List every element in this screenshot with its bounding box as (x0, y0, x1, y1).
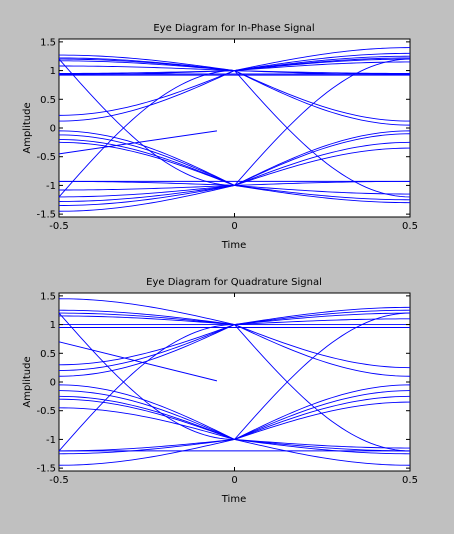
y-tick-label: -0.5 (36, 152, 56, 163)
eye-trace-right (234, 70, 411, 122)
eye-trace-left (58, 134, 235, 186)
eye-trace-left (58, 184, 235, 212)
eye-trace-right (234, 401, 411, 440)
y-axis-label: Amplitude (22, 102, 33, 153)
x-tick-label: 0 (231, 475, 237, 486)
eye-trace-right (234, 309, 411, 326)
x-tick-label: 0 (231, 221, 237, 232)
eye-trace-right (234, 390, 411, 440)
x-tick-label: -0.5 (49, 221, 69, 232)
eye-trace-cross (234, 58, 411, 186)
eye-trace-left (58, 407, 235, 440)
chart-quadrature: Eye Diagram for Quadrature Signal -1.5-1… (22, 277, 418, 505)
eye-trace-left (58, 315, 235, 326)
eye-trace-left (58, 54, 235, 72)
y-tick-label: 0 (50, 124, 56, 135)
eye-trace-left (58, 398, 235, 440)
eye-trace-right (234, 58, 411, 72)
y-tick-label: 1 (50, 320, 56, 331)
axis-ticks: -1.5 -1 -0.5 0 0.5 1 1.5 -0.5 0 0.5 (36, 37, 417, 232)
eye-traces (58, 298, 411, 466)
plot-area (58, 38, 411, 218)
eye-trace-right (234, 184, 411, 195)
y-tick-label: 0 (50, 378, 56, 389)
eye-trace-right (234, 306, 411, 326)
eye-trace-left (58, 438, 235, 466)
eye-trace-right (234, 438, 411, 449)
eye-trace-cross (234, 70, 411, 198)
y-axis-label: Amplitude (22, 356, 33, 407)
y-tick-label: 1.5 (40, 37, 56, 48)
eye-trace-right (234, 395, 411, 440)
eye-trace-left (58, 130, 235, 186)
eye-trace-right (234, 47, 411, 72)
eye-trace-right (234, 184, 411, 204)
eye-trace-left (58, 324, 235, 366)
eye-trace-right (234, 312, 411, 326)
eye-trace-partial (58, 130, 218, 155)
eye-trace-right (234, 61, 411, 72)
axis-ticks: -1.5 -1 -0.5 0 0.5 1 1.5 -0.5 0 0.5 (36, 291, 417, 486)
x-axis-label: Time (221, 494, 246, 505)
x-tick-label: -0.5 (49, 475, 69, 486)
eye-trace-left (58, 438, 235, 455)
eye-trace-left (58, 70, 235, 122)
y-tick-label: 0.5 (40, 95, 56, 106)
eye-trace-right (234, 141, 411, 186)
eye-trace-left (58, 395, 235, 440)
eye-trace-left (58, 184, 235, 198)
y-tick-label: 0.5 (40, 349, 56, 360)
eye-trace-left (58, 312, 235, 326)
eye-trace-left (58, 184, 235, 202)
eye-trace-left (59, 65, 235, 72)
eye-trace-right (234, 438, 411, 455)
eye-trace-right (234, 52, 411, 72)
chart-title: Eye Diagram for In-Phase Signal (153, 23, 314, 34)
eye-trace-left (58, 390, 235, 440)
eye-trace-left (58, 309, 235, 326)
y-tick-label: -1.5 (36, 210, 56, 221)
x-tick-label: 0.5 (402, 475, 418, 486)
eye-trace-right (234, 70, 411, 126)
y-tick-label: 1 (50, 66, 56, 77)
eye-trace-left (58, 384, 235, 440)
eye-trace-right (234, 384, 411, 440)
y-tick-label: -1 (46, 435, 56, 446)
eye-trace-right (234, 133, 411, 186)
eye-trace-left (58, 324, 235, 371)
x-axis-label: Time (221, 240, 246, 251)
eye-trace-left (58, 298, 235, 326)
eye-trace-cross (58, 324, 235, 452)
y-tick-label: -1.5 (36, 464, 56, 475)
eye-trace-cross (234, 312, 411, 440)
x-tick-label: 0.5 (402, 221, 418, 232)
eye-trace-right (234, 184, 411, 201)
eye-trace-left (58, 60, 235, 72)
eye-trace-cross (234, 324, 411, 452)
eye-trace-left (58, 70, 235, 116)
eye-trace-right (234, 130, 411, 186)
y-tick-label: 1.5 (40, 291, 56, 302)
eye-trace-left (58, 184, 235, 206)
chart-title: Eye Diagram for Quadrature Signal (146, 277, 322, 288)
y-tick-label: -0.5 (36, 406, 56, 417)
eye-trace-right (234, 324, 411, 377)
eye-trace-cross (58, 312, 235, 440)
y-tick-label: -1 (46, 181, 56, 192)
eye-trace-left (58, 139, 235, 186)
chart-in-phase: Eye Diagram for In-Phase Signal -1.5 -1 -0… (22, 23, 418, 251)
eye-trace-partial (58, 341, 218, 382)
eye-trace-right (234, 318, 410, 326)
eye-trace-right (234, 438, 411, 466)
eye-trace-right (234, 324, 411, 369)
eye-traces (58, 47, 411, 212)
eye-trace-left (58, 141, 235, 186)
eye-trace-left (59, 184, 235, 191)
eye-trace-right (234, 147, 411, 186)
